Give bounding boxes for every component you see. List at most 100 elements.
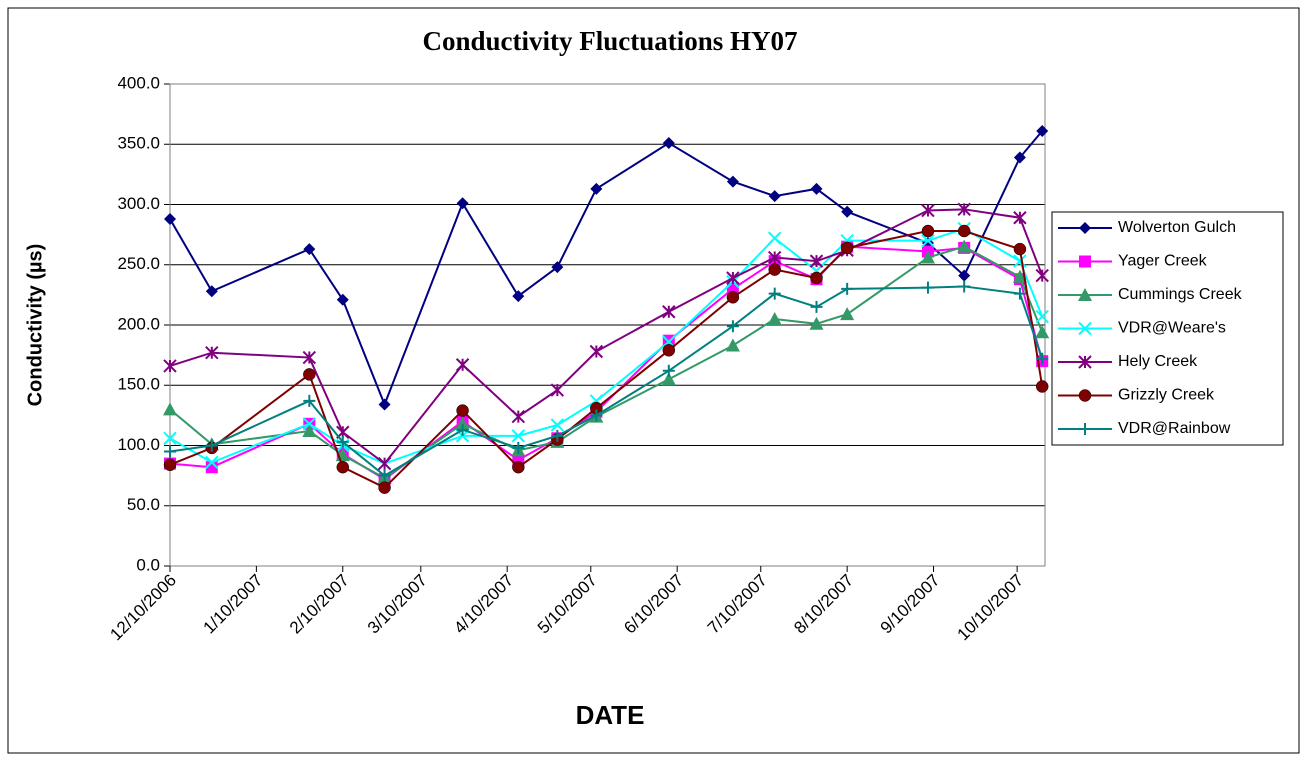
marker	[303, 394, 316, 407]
x-axis-label: DATE	[576, 700, 645, 730]
marker	[921, 281, 934, 294]
marker-shape	[662, 137, 675, 150]
marker	[662, 344, 676, 357]
marker-shape	[1036, 352, 1049, 365]
marker-shape	[1035, 268, 1049, 283]
marker	[1013, 151, 1026, 164]
marker-shape	[455, 416, 470, 430]
marker-shape	[512, 441, 525, 454]
marker-shape	[725, 338, 740, 352]
marker	[1078, 389, 1092, 402]
marker	[662, 137, 675, 150]
marker	[957, 239, 972, 253]
marker	[456, 423, 469, 436]
marker	[1036, 352, 1049, 365]
marker	[725, 338, 740, 352]
marker-shape	[1036, 124, 1049, 137]
marker-shape	[589, 344, 604, 359]
marker-shape	[205, 346, 219, 360]
marker	[957, 224, 971, 238]
marker	[205, 346, 219, 360]
marker-shape	[1013, 211, 1027, 225]
marker	[726, 271, 740, 285]
marker-shape	[378, 469, 391, 482]
marker-shape	[957, 202, 971, 217]
legend-label: Grizzly Creek	[1118, 387, 1215, 404]
marker	[512, 460, 525, 474]
marker-shape	[958, 269, 971, 282]
marker	[1013, 287, 1026, 300]
marker-shape	[921, 224, 935, 238]
marker-shape	[1079, 423, 1091, 435]
marker	[590, 182, 603, 195]
marker	[164, 445, 176, 458]
marker-shape	[921, 203, 935, 218]
marker-shape	[164, 212, 176, 225]
marker	[957, 202, 971, 217]
marker	[768, 190, 781, 203]
marker	[1079, 423, 1091, 435]
marker	[455, 416, 470, 430]
marker	[550, 418, 565, 432]
marker	[378, 481, 391, 494]
marker-shape	[551, 261, 564, 274]
marker-shape	[726, 175, 739, 188]
marker	[1035, 380, 1049, 393]
marker	[726, 175, 739, 188]
marker-shape	[1079, 222, 1091, 234]
marker	[302, 424, 317, 438]
marker	[662, 364, 675, 377]
marker	[1012, 269, 1027, 283]
marker	[840, 241, 854, 255]
marker	[550, 383, 565, 397]
marker-shape	[551, 429, 564, 442]
marker-shape	[1078, 389, 1092, 402]
marker	[662, 305, 676, 319]
marker-shape	[726, 291, 740, 304]
marker-shape	[336, 460, 350, 474]
marker	[303, 368, 316, 381]
marker	[378, 469, 391, 482]
legend-label: VDR@Rainbow	[1118, 420, 1231, 437]
marker-shape	[336, 435, 349, 448]
y-tick-label: 50.0	[127, 495, 160, 514]
marker	[336, 460, 350, 474]
marker-shape	[957, 239, 972, 253]
marker-shape	[921, 281, 934, 294]
marker-shape	[662, 305, 676, 319]
marker	[456, 404, 469, 417]
marker	[303, 243, 316, 256]
marker	[1036, 124, 1049, 137]
marker-shape	[768, 190, 781, 203]
marker	[551, 429, 564, 442]
marker-shape	[662, 344, 676, 357]
marker-shape	[302, 350, 317, 365]
marker-shape	[662, 364, 675, 377]
marker-shape	[810, 271, 823, 285]
marker	[921, 233, 935, 248]
marker	[809, 254, 824, 268]
plot-area	[169, 83, 1046, 567]
marker-shape	[1078, 321, 1092, 336]
marker-shape	[205, 285, 218, 298]
marker-shape	[957, 224, 971, 238]
marker-shape	[303, 368, 316, 381]
marker	[302, 350, 317, 365]
marker	[958, 280, 971, 293]
y-tick-label: 250.0	[117, 254, 160, 273]
marker-shape	[590, 409, 603, 422]
marker	[767, 250, 782, 265]
marker-shape	[512, 290, 525, 303]
marker-shape	[303, 394, 316, 407]
marker	[377, 456, 392, 471]
marker-shape	[920, 250, 935, 264]
marker-shape	[550, 383, 565, 397]
marker-shape	[303, 243, 316, 256]
marker	[768, 263, 781, 276]
marker	[302, 417, 317, 431]
marker	[810, 300, 823, 313]
marker-shape	[767, 311, 782, 325]
marker	[551, 261, 564, 274]
